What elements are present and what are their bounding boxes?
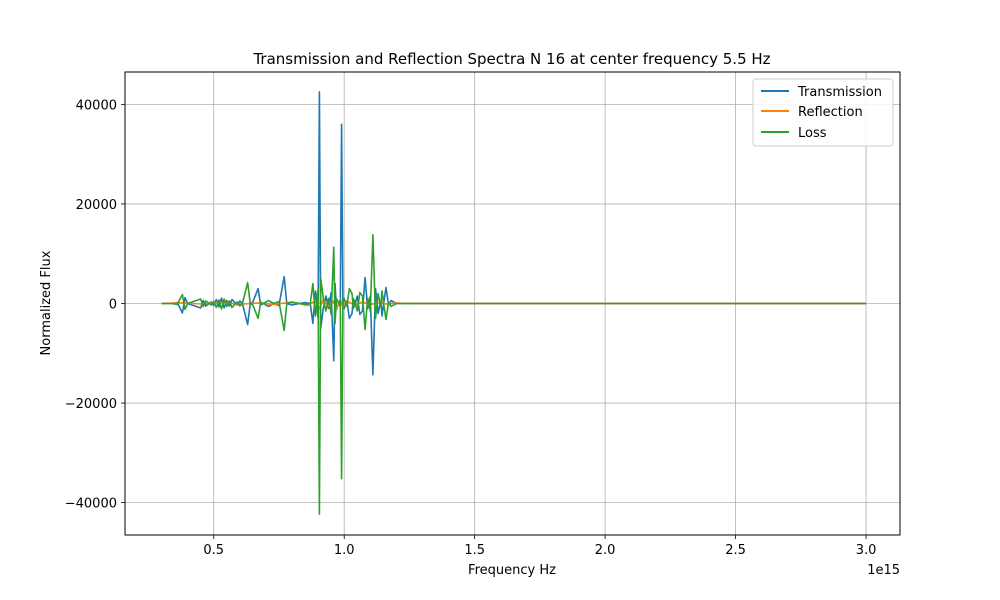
legend-label-transmission: Transmission [797,85,882,100]
x-tick-label: 2.0 [595,543,616,558]
y-tick-label: 0 [109,298,117,313]
legend-label-reflection: Reflection [798,105,863,120]
legend: Transmission Reflection Loss [752,78,894,147]
y-tick-label: 20000 [76,198,117,213]
series-layer [161,91,867,515]
x-tick-label: 1.5 [464,543,485,558]
x-tick-label: 3.0 [856,543,877,558]
y-tick-label: −40000 [65,497,117,512]
y-tick-label: 40000 [76,98,117,113]
y-tick-label: −20000 [65,397,117,412]
x-offset-label: 1e15 [867,563,900,578]
x-tick-label: 1.0 [334,543,355,558]
series-line-loss [161,234,867,515]
legend-label-loss: Loss [798,126,827,141]
ticks: 0.5 1.0 1.5 2.0 2.5 3.0 −40000 −20000 0 20000 4000… [65,98,877,558]
x-axis-label: Frequency Hz [468,563,556,578]
x-tick-label: 2.5 [725,543,746,558]
chart-title: Transmission and Reflection Spectra N 16… [252,50,770,68]
x-tick-label: 0.5 [203,543,224,558]
legend-box [752,78,894,147]
y-axis-label: Normalized Flux [39,250,54,355]
